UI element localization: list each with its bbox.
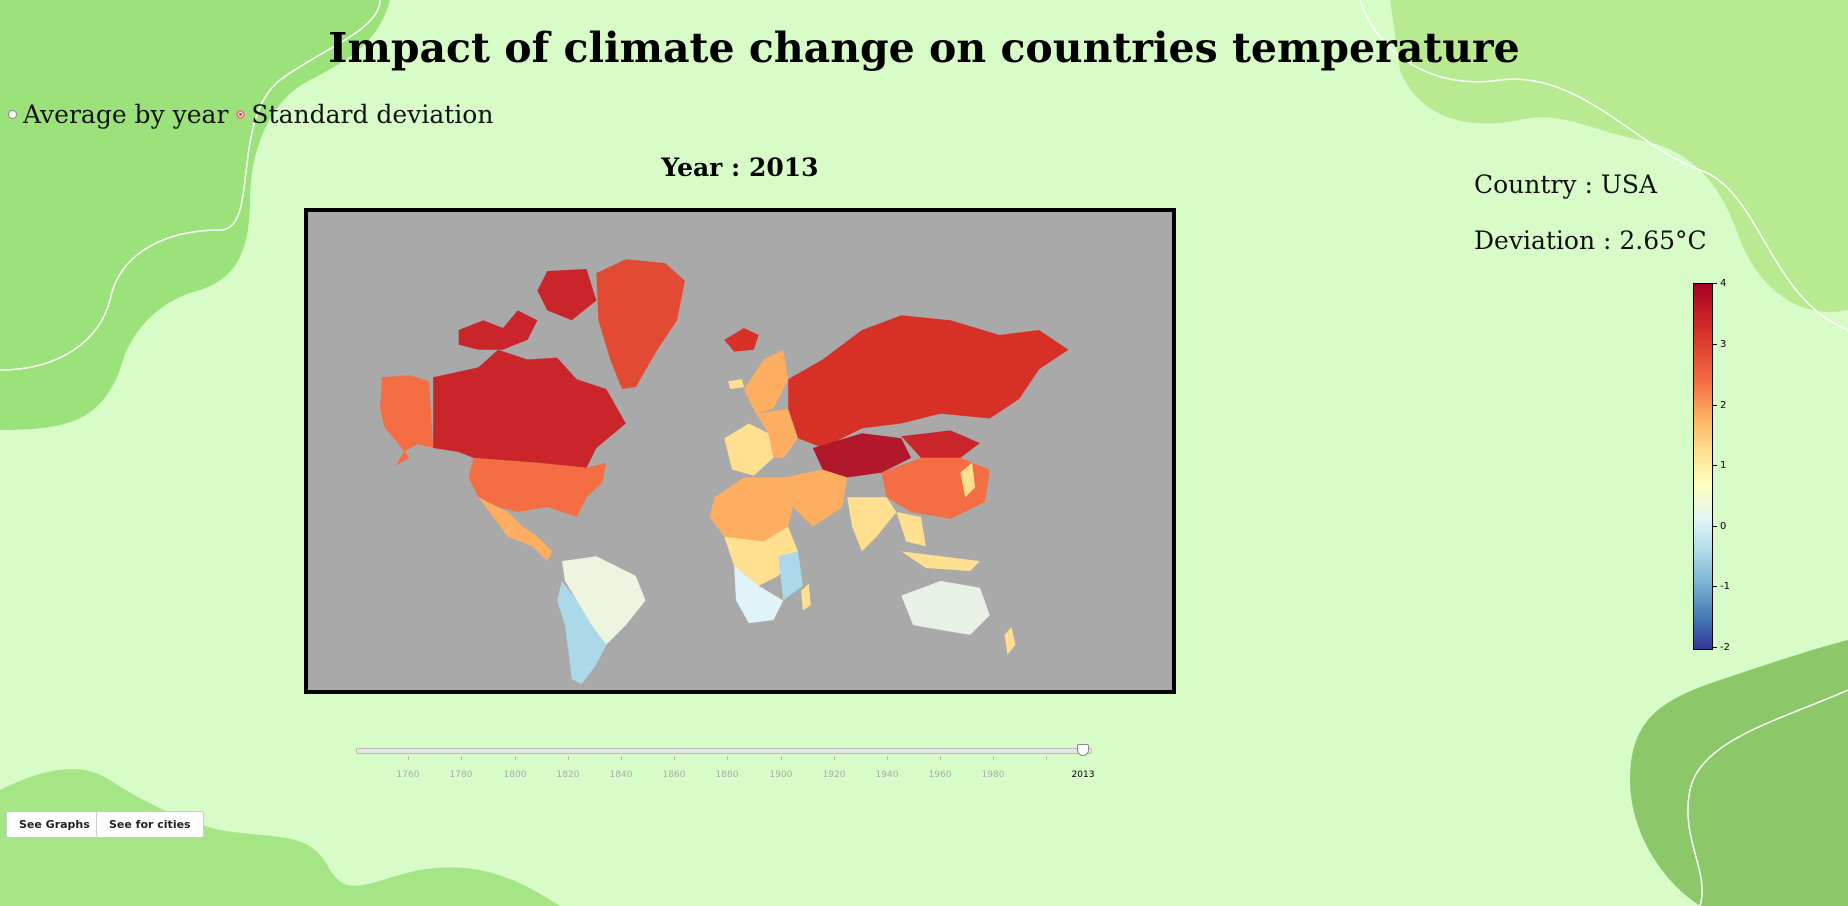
slider-label: 1820 xyxy=(556,770,580,780)
map-country-greenland[interactable] xyxy=(596,259,685,390)
slider-label: 1960 xyxy=(928,770,952,780)
info-deviation: Deviation : 2.65°C xyxy=(1474,226,1707,255)
world-map[interactable] xyxy=(304,208,1176,694)
slider-tick xyxy=(781,756,782,760)
map-year-title: Year : 2013 xyxy=(661,153,819,182)
map-country-north-africa[interactable] xyxy=(709,477,794,542)
map-country-scandinavia[interactable] xyxy=(743,349,789,414)
map-country-middle-east[interactable] xyxy=(783,469,848,527)
year-slider-handle[interactable] xyxy=(1077,744,1089,756)
slider-label: 1840 xyxy=(609,770,633,780)
map-country-india[interactable] xyxy=(847,497,897,552)
slider-tick xyxy=(568,756,569,760)
slider-tick xyxy=(674,756,675,760)
map-country-madagascar[interactable] xyxy=(800,583,811,611)
info-country: Country : USA xyxy=(1474,170,1658,199)
colorbar-tick: -1 xyxy=(1713,581,1730,592)
map-country-alaska[interactable] xyxy=(380,375,434,466)
radio-average-label: Average by year xyxy=(23,100,229,129)
map-country-indonesia[interactable] xyxy=(901,551,980,571)
slider-label: 1980 xyxy=(981,770,1005,780)
map-country-peru-chile[interactable] xyxy=(557,580,592,680)
map-country-japan[interactable] xyxy=(960,462,976,498)
slider-label: 1780 xyxy=(449,770,473,780)
map-country-argentina[interactable] xyxy=(571,625,607,685)
slider-label: 1880 xyxy=(715,770,739,780)
map-country-iceland[interactable] xyxy=(728,379,744,390)
slider-tick xyxy=(515,756,516,760)
slider-tick xyxy=(834,756,835,760)
radio-standard-deviation[interactable]: Standard deviation xyxy=(236,100,493,129)
map-country-se-asia[interactable] xyxy=(896,511,926,547)
map-country-new-zealand[interactable] xyxy=(1004,627,1016,655)
map-country-canada-islands-2[interactable] xyxy=(537,269,597,321)
slider-label: 1860 xyxy=(662,770,686,780)
colorbar-tick: 1 xyxy=(1713,460,1726,471)
map-country-australia[interactable] xyxy=(901,580,990,635)
colorbar-tick: -2 xyxy=(1713,642,1730,653)
map-country-kazakhstan[interactable] xyxy=(812,433,912,478)
slider-tick xyxy=(887,756,888,760)
radio-checked-icon[interactable] xyxy=(236,110,246,119)
slider-tick xyxy=(993,756,994,760)
slider-label: 1760 xyxy=(396,770,420,780)
slider-tick xyxy=(408,756,409,760)
slider-label: 1920 xyxy=(822,770,846,780)
colorbar-tick: 2 xyxy=(1713,400,1726,411)
mode-radio-group: Average by year Standard deviation xyxy=(8,100,501,129)
map-country-scandinavia-north[interactable] xyxy=(724,328,759,352)
map-country-mongolia[interactable] xyxy=(901,430,980,458)
see-for-cities-button[interactable]: See for cities xyxy=(96,811,204,838)
colorbar-tick: 4 xyxy=(1713,278,1726,289)
map-country-mexico[interactable] xyxy=(478,497,553,562)
colorbar-legend xyxy=(1693,283,1713,650)
slider-tick xyxy=(1046,756,1047,760)
map-country-usa[interactable] xyxy=(468,457,607,517)
map-country-central-africa[interactable] xyxy=(724,526,799,586)
slider-label: 1900 xyxy=(769,770,793,780)
slider-tick xyxy=(940,756,941,760)
colorbar-tick: 0 xyxy=(1713,521,1726,532)
see-graphs-button[interactable]: See Graphs xyxy=(6,811,103,838)
year-slider-track[interactable] xyxy=(356,748,1092,754)
slider-label: 1800 xyxy=(503,770,527,780)
map-country-europe-west[interactable] xyxy=(724,423,774,476)
world-map-svg[interactable] xyxy=(308,212,1172,690)
map-country-brazil[interactable] xyxy=(561,556,646,645)
slider-current-label: 2013 xyxy=(1071,770,1095,780)
map-country-europe-east[interactable] xyxy=(755,408,799,458)
colorbar-tick: 3 xyxy=(1713,339,1726,350)
slider-tick xyxy=(727,756,728,760)
slider-tick xyxy=(461,756,462,760)
map-country-canada[interactable] xyxy=(433,349,626,468)
radio-average-by-year[interactable]: Average by year xyxy=(8,100,228,129)
map-country-russia[interactable] xyxy=(788,315,1069,449)
radio-unchecked-icon[interactable] xyxy=(8,110,17,119)
slider-tick xyxy=(621,756,622,760)
map-country-south-africa[interactable] xyxy=(734,566,784,624)
slider-label: 1940 xyxy=(875,770,899,780)
map-country-canada-islands[interactable] xyxy=(458,310,538,350)
radio-deviation-label: Standard deviation xyxy=(251,100,494,129)
map-country-east-africa[interactable] xyxy=(778,551,803,601)
page-title: Impact of climate change on countries te… xyxy=(328,24,1520,72)
